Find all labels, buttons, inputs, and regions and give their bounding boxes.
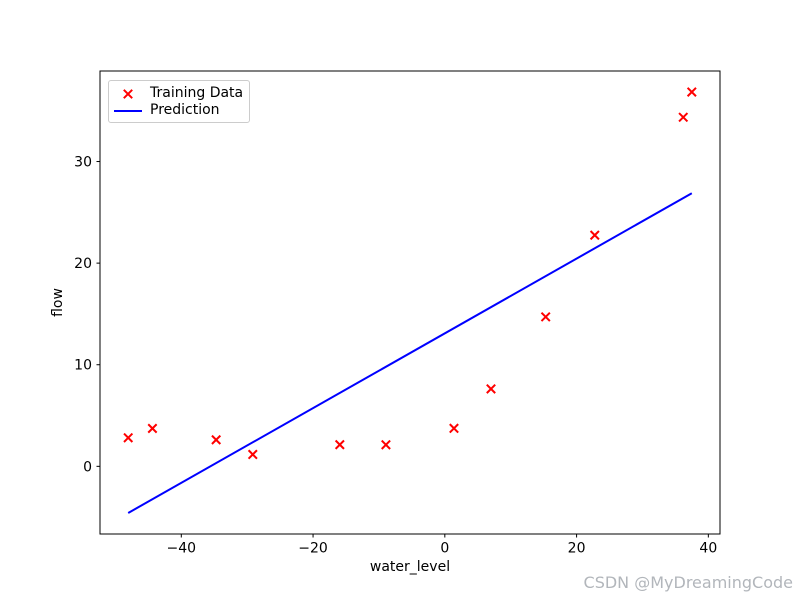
training-data-point	[247, 449, 258, 460]
axes-spines	[99, 70, 721, 535]
legend-item-training-data: Training Data	[109, 85, 249, 102]
x-marker-icon	[123, 88, 133, 99]
line-marker-icon	[114, 109, 142, 112]
training-data-point	[211, 434, 222, 445]
training-data-point	[540, 311, 551, 322]
y-axis-label: flow	[50, 288, 66, 317]
y-tick-label: 10	[74, 358, 92, 374]
training-data-point	[486, 384, 496, 394]
legend-item-prediction: Prediction	[109, 102, 249, 119]
x-tick-label: −40	[167, 541, 197, 557]
training-data-point	[334, 439, 345, 450]
legend-label-prediction: Prediction	[150, 102, 220, 118]
y-tick-label: 0	[83, 459, 92, 475]
training-data-point	[147, 423, 158, 434]
watermark: CSDN @MyDreamingCode	[583, 573, 793, 592]
x-tick-label: 20	[568, 541, 586, 557]
x-tick-label: −20	[298, 541, 328, 557]
training-data-point	[123, 432, 134, 443]
prediction-line	[127, 192, 693, 514]
y-tick-label: 20	[74, 256, 92, 272]
x-axis-label: water_level	[370, 559, 450, 575]
legend-label-training-data: Training Data	[150, 85, 244, 101]
training-data-point	[686, 87, 697, 97]
training-data-point	[678, 112, 689, 123]
y-tick-label: 30	[74, 155, 92, 171]
legend: Training Data Prediction	[108, 80, 250, 123]
training-data-point	[381, 439, 391, 450]
x-tick-label: 40	[699, 541, 717, 557]
training-data-point	[589, 230, 600, 241]
training-data-point	[449, 423, 459, 434]
x-tick-label: 0	[440, 541, 449, 557]
